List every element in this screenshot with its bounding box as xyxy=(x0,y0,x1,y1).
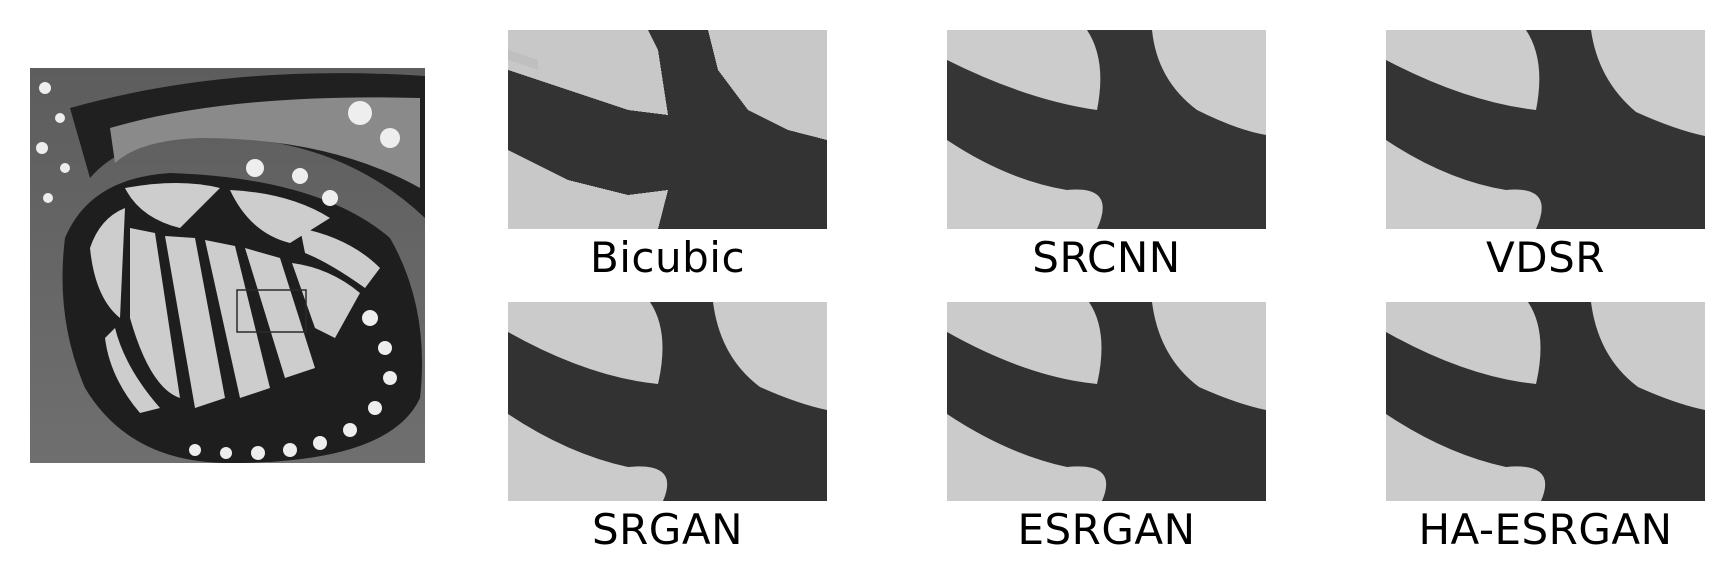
label-esrgan: ESRGAN xyxy=(947,506,1266,554)
crop-esrgan xyxy=(947,302,1266,501)
crop-srcnn xyxy=(947,30,1266,229)
overview-image xyxy=(30,68,425,463)
label-bicubic: Bicubic xyxy=(508,234,827,282)
crop-vdsr xyxy=(1386,30,1705,229)
crop-ha-esrgan xyxy=(1386,302,1705,501)
crop-bicubic xyxy=(508,30,827,229)
butterfly-wing-icon xyxy=(30,68,425,463)
label-vdsr: VDSR xyxy=(1386,234,1705,282)
label-ha-esrgan: HA-ESRGAN xyxy=(1386,506,1705,554)
label-srgan: SRGAN xyxy=(508,506,827,554)
label-srcnn: SRCNN xyxy=(947,234,1266,282)
crop-srgan xyxy=(508,302,827,501)
